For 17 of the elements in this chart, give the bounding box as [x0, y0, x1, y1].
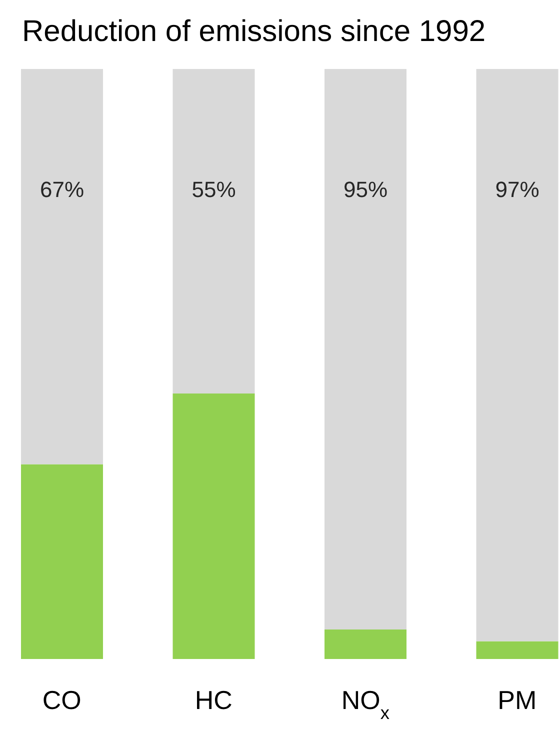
- x-tick-label: NO$_{x}$: [341, 685, 390, 723]
- bar: [476, 69, 558, 642]
- bar: [324, 69, 406, 630]
- bar: [476, 641, 558, 659]
- x-tick-label: CO: [42, 685, 82, 715]
- bar: [172, 394, 255, 659]
- data-label: 55%: [192, 176, 236, 202]
- chart-title: Reduction of emissions since 1992: [22, 15, 486, 48]
- x-tick-label: HC: [194, 685, 232, 715]
- data-label: 95%: [343, 176, 388, 202]
- data-label: 97%: [495, 176, 540, 202]
- bar: [21, 69, 103, 464]
- bar: [21, 464, 103, 659]
- data-label: 67%: [40, 176, 84, 202]
- x-tick-label: PM: [498, 685, 537, 715]
- bar: [172, 69, 255, 394]
- bar: [324, 630, 406, 659]
